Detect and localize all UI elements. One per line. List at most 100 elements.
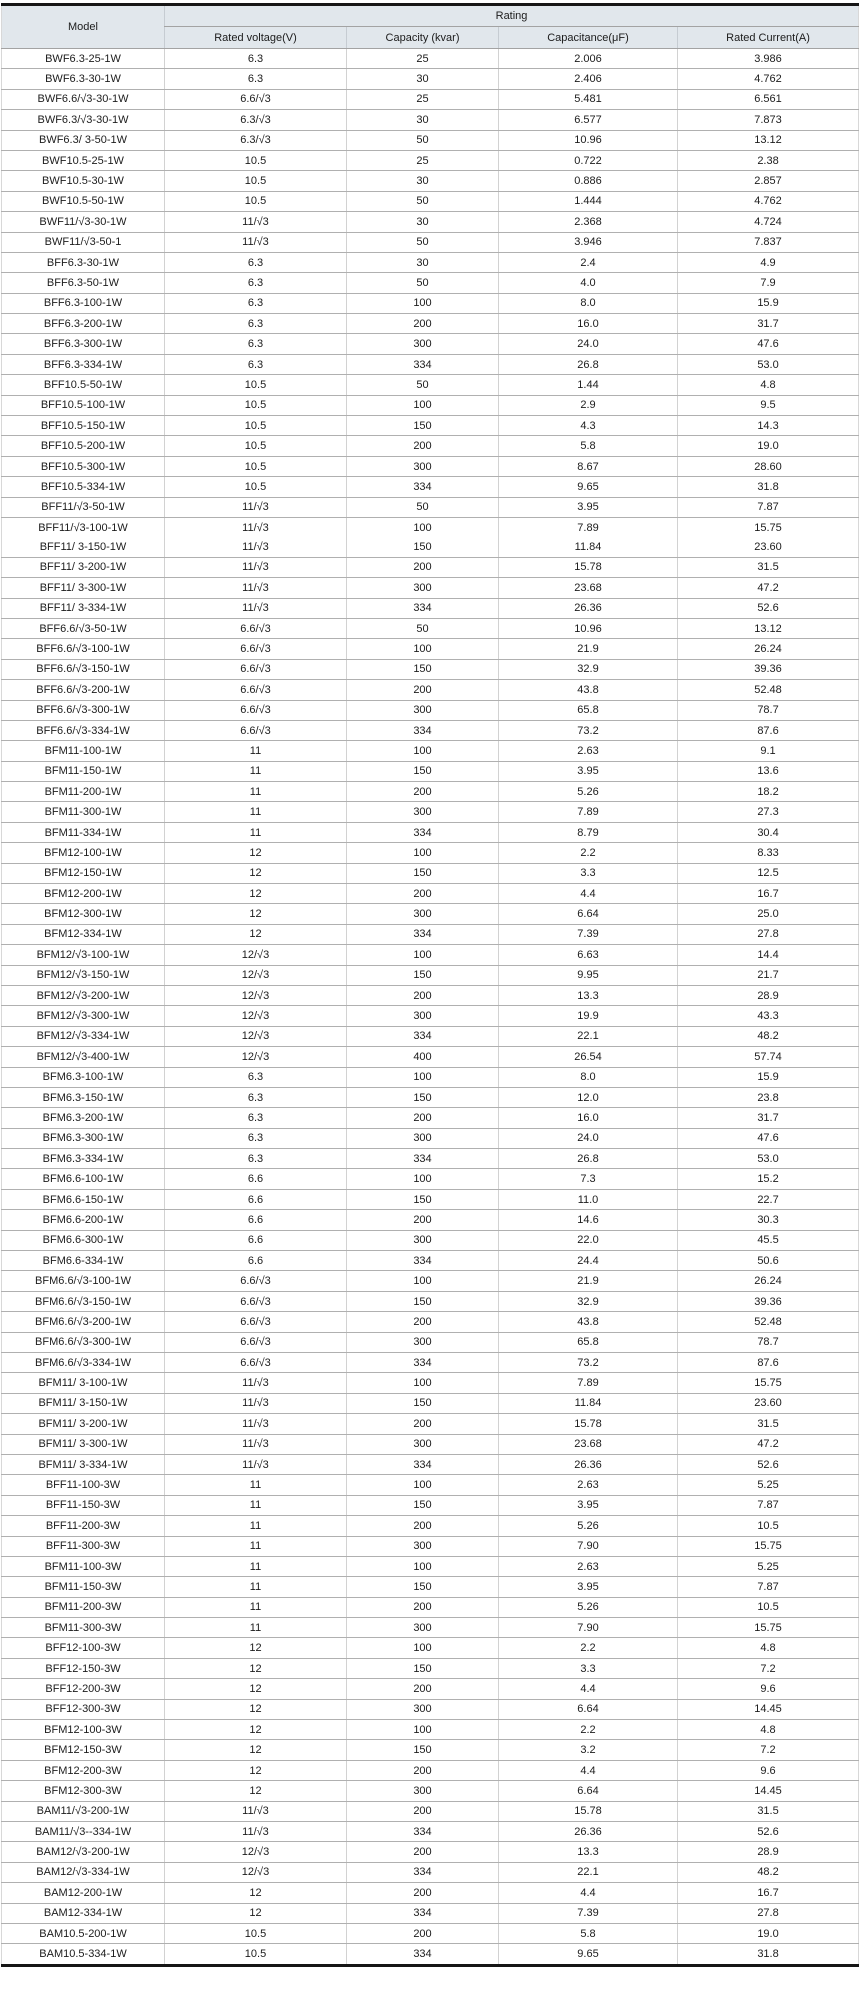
table-row: BAM12/√3-200-1W 12/√3 200 13.3 28.9 (1, 1841, 859, 1863)
model-cell: BFF12-200-3W (1, 1678, 165, 1700)
model-cell: BFF6.3-30-1W (1, 252, 165, 274)
rated-current-cell: 47.6 (676, 333, 859, 355)
table-header: Model Rating Rated voltage(V) Capacity (… (1, 4, 859, 49)
rated-current-cell: 4.724 (676, 211, 859, 233)
model-cell: BFM12-200-3W (1, 1760, 165, 1782)
capacity-cell: 334 (346, 1352, 499, 1374)
model-cell: BFF11-300-3W (1, 1536, 165, 1557)
table-row: BFM12/√3-334-1W 12/√3 334 22.1 48.2 (1, 1026, 859, 1048)
capacity-cell: 300 (346, 333, 499, 355)
model-cell: BFM11/ 3-150-1W (1, 1393, 165, 1415)
rated-current-cell: 15.75 (676, 1372, 859, 1394)
column-header-capacity: Capacity (kvar) (346, 26, 499, 49)
table-row: BWF6.3-30-1W 6.3 30 2.406 4.762 (1, 68, 859, 90)
model-cell: BFF11/ 3-200-1W (1, 557, 165, 579)
rated-voltage-cell: 12 (164, 1903, 347, 1924)
table-row: BFM11/ 3-200-1W 11/√3 200 15.78 31.5 (1, 1413, 859, 1435)
rated-current-cell: 9.5 (676, 395, 859, 417)
capacitance-cell: 73.2 (498, 1352, 678, 1374)
capacity-cell: 200 (346, 1882, 499, 1904)
capacity-cell: 300 (346, 1434, 499, 1455)
model-cell: BFF6.6/√3-300-1W (1, 700, 165, 721)
rated-voltage-cell: 12 (164, 1780, 347, 1802)
rated-voltage-cell: 11 (164, 1617, 347, 1639)
table-row: BFM12-200-3W 12 200 4.4 9.6 (1, 1760, 859, 1782)
rated-current-cell: 31.8 (676, 476, 859, 498)
capacitance-cell: 7.39 (498, 1903, 678, 1924)
capacity-cell: 30 (346, 211, 499, 233)
rated-voltage-cell: 6.3 (164, 1087, 347, 1109)
capacitance-cell: 5.26 (498, 1597, 678, 1619)
table-row: BFM12-300-3W 12 300 6.64 14.45 (1, 1780, 859, 1802)
rated-current-cell: 7.873 (676, 109, 859, 131)
rated-current-cell: 16.7 (676, 883, 859, 905)
rated-current-cell: 28.60 (676, 456, 859, 478)
rated-voltage-cell: 12/√3 (164, 1862, 347, 1884)
rated-voltage-cell: 6.6/√3 (164, 89, 347, 111)
model-cell: BFM6.6/√3-100-1W (1, 1270, 165, 1292)
rated-voltage-cell: 12 (164, 1739, 347, 1761)
rated-current-cell: 52.48 (676, 679, 859, 701)
capacitance-cell: 65.8 (498, 1332, 678, 1354)
table-row: BFF6.6/√3-300-1W 6.6/√3 300 65.8 78.7 (1, 700, 859, 721)
table-row: BFM11/ 3-300-1W 11/√3 300 23.68 47.2 (1, 1434, 859, 1455)
model-cell: BFF12-300-3W (1, 1699, 165, 1721)
capacitance-cell: 3.3 (498, 863, 678, 885)
model-cell: BFM6.3-200-1W (1, 1107, 165, 1129)
rated-voltage-cell: 11/√3 (164, 1393, 347, 1415)
rated-voltage-cell: 6.6/√3 (164, 1291, 347, 1313)
capacitance-cell: 11.84 (498, 1393, 678, 1415)
capacity-cell: 300 (346, 903, 499, 925)
rated-voltage-cell: 12/√3 (164, 1841, 347, 1863)
model-cell: BFM6.6/√3-150-1W (1, 1291, 165, 1313)
table-row: BWF6.6/√3-30-1W 6.6/√3 25 5.481 6.561 (1, 89, 859, 111)
model-cell: BFM11/ 3-334-1W (1, 1454, 165, 1476)
model-cell: BFM12/√3-334-1W (1, 1026, 165, 1048)
table-row: BFF6.6/√3-150-1W 6.6/√3 150 32.9 39.36 (1, 659, 859, 681)
rated-current-cell: 31.5 (676, 1801, 859, 1822)
rated-voltage-cell: 6.3 (164, 1107, 347, 1129)
rated-voltage-cell: 11 (164, 801, 347, 823)
rated-current-cell: 4.8 (676, 374, 859, 396)
table-row: BWF10.5-25-1W 10.5 25 0.722 2.38 (1, 150, 859, 172)
capacitance-cell: 11.0 (498, 1189, 678, 1211)
rated-current-cell: 87.6 (676, 1352, 859, 1374)
rated-current-cell: 30.3 (676, 1209, 859, 1231)
capacity-cell: 200 (346, 883, 499, 905)
model-cell: BFM11-300-1W (1, 801, 165, 823)
capacitance-cell: 5.481 (498, 89, 678, 111)
rated-voltage-cell: 12 (164, 1719, 347, 1741)
table-row: BFF11/ 3-200-1W 11/√3 200 15.78 31.5 (1, 557, 859, 579)
capacitance-cell: 43.8 (498, 1311, 678, 1333)
rated-current-cell: 31.5 (676, 557, 859, 579)
capacity-cell: 200 (346, 679, 499, 701)
table-row: BWF11/√3-50-1 11/√3 50 3.946 7.837 (1, 232, 859, 253)
capacity-cell: 334 (346, 924, 499, 946)
table-row: BFF10.5-100-1W 10.5 100 2.9 9.5 (1, 395, 859, 417)
capacitance-cell: 7.89 (498, 517, 678, 538)
capacity-cell: 200 (346, 1413, 499, 1435)
rated-current-cell: 4.762 (676, 68, 859, 90)
capacity-cell: 150 (346, 1189, 499, 1211)
rated-current-cell: 23.60 (676, 1393, 859, 1415)
table-row: BFF6.6/√3-50-1W 6.6/√3 50 10.96 13.12 (1, 618, 859, 640)
model-cell: BFM12/√3-100-1W (1, 944, 165, 966)
model-cell: BFF11/√3-100-1W (1, 517, 165, 538)
capacitance-cell: 2.2 (498, 1719, 678, 1741)
rated-current-cell: 15.9 (676, 293, 859, 315)
model-cell: BFM6.6-150-1W (1, 1189, 165, 1211)
model-cell: BWF6.3-25-1W (1, 48, 165, 70)
table-row: BFM12/√3-400-1W 12/√3 400 26.54 57.74 (1, 1046, 859, 1068)
model-cell: BFM12-300-1W (1, 903, 165, 925)
capacity-cell: 334 (346, 1903, 499, 1924)
rated-current-cell: 15.75 (676, 1617, 859, 1639)
rated-voltage-cell: 12 (164, 1699, 347, 1721)
model-cell: BFF6.6/√3-100-1W (1, 638, 165, 660)
table-row: BFM6.6/√3-150-1W 6.6/√3 150 32.9 39.36 (1, 1291, 859, 1313)
rated-voltage-cell: 11/√3 (164, 557, 347, 579)
capacitance-cell: 2.9 (498, 395, 678, 417)
capacitance-cell: 26.36 (498, 598, 678, 619)
table-row: BAM10.5-200-1W 10.5 200 5.8 19.0 (1, 1923, 859, 1945)
rated-voltage-cell: 6.3 (164, 1148, 347, 1170)
rated-current-cell: 39.36 (676, 659, 859, 681)
